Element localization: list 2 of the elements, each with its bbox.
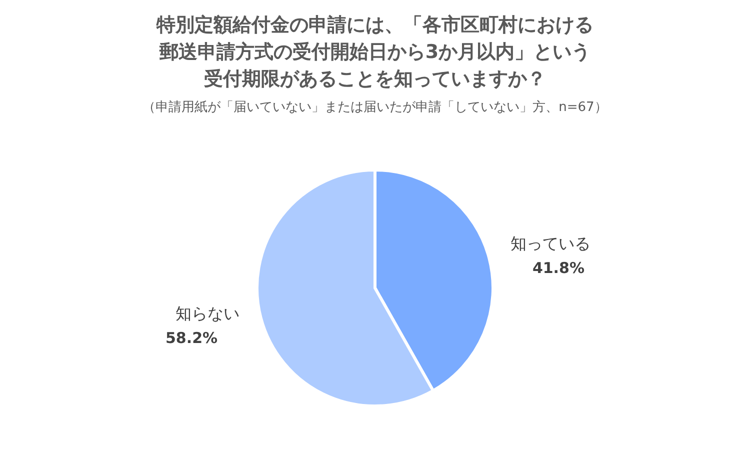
chart-title: 特別定額給付金の申請には、「各市区町村における郵送申請方式の受付開始日から3か月以内」という受付期限があることを知っていますか？	[155, 13, 594, 92]
chart-subtitle: （申請用紙が「届いていない」または届いたが申請「していない」方、n=67）	[142, 99, 608, 116]
